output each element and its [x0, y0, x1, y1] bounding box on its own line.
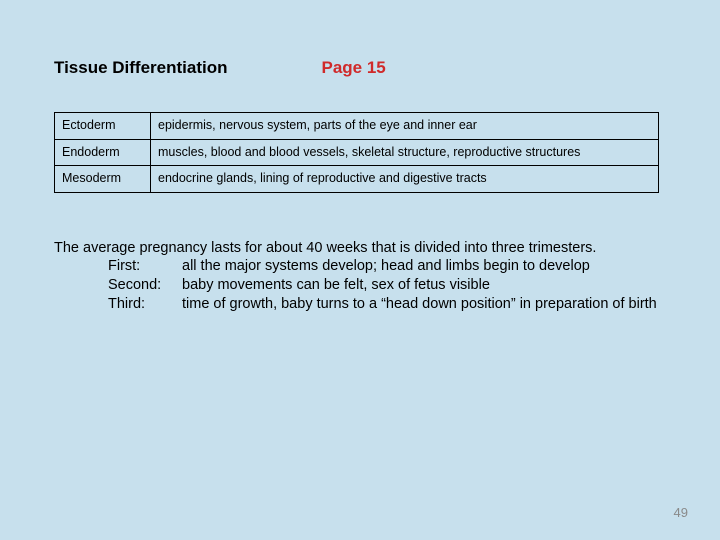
trimester-row: Second: baby movements can be felt, sex … — [54, 276, 674, 295]
tissue-desc-cell: endocrine glands, lining of reproductive… — [151, 166, 659, 193]
page-reference: Page 15 — [322, 58, 386, 78]
title-row: Tissue Differentiation Page 15 — [54, 58, 672, 78]
trimester-desc: all the major systems develop; head and … — [182, 257, 674, 276]
table-row: Ectoderm epidermis, nervous system, part… — [55, 113, 659, 140]
tissue-layer-cell: Endoderm — [55, 139, 151, 166]
tissue-desc-cell: epidermis, nervous system, parts of the … — [151, 113, 659, 140]
slide-number: 49 — [674, 505, 688, 520]
table-row: Endoderm muscles, blood and blood vessel… — [55, 139, 659, 166]
trimester-desc: baby movements can be felt, sex of fetus… — [182, 276, 674, 295]
trimester-label: Third: — [108, 295, 182, 314]
page-title: Tissue Differentiation — [54, 58, 228, 78]
tissue-table: Ectoderm epidermis, nervous system, part… — [54, 112, 659, 193]
trimester-label: First: — [108, 257, 182, 276]
trimester-row: First: all the major systems develop; he… — [54, 257, 674, 276]
tissue-layer-cell: Ectoderm — [55, 113, 151, 140]
trimester-desc: time of growth, baby turns to a “head do… — [182, 295, 674, 314]
pregnancy-paragraph: The average pregnancy lasts for about 40… — [54, 239, 674, 313]
tissue-layer-cell: Mesoderm — [55, 166, 151, 193]
tissue-desc-cell: muscles, blood and blood vessels, skelet… — [151, 139, 659, 166]
trimester-label: Second: — [108, 276, 182, 295]
pregnancy-intro: The average pregnancy lasts for about 40… — [54, 239, 674, 258]
trimester-row: Third: time of growth, baby turns to a “… — [54, 295, 674, 314]
table-row: Mesoderm endocrine glands, lining of rep… — [55, 166, 659, 193]
